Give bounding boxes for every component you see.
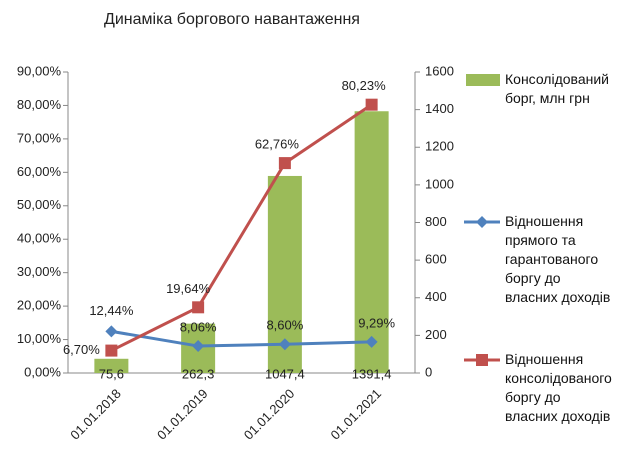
legend-swatch xyxy=(466,74,500,86)
marker xyxy=(278,338,291,351)
x-tick-label: 01.01.2018 xyxy=(67,386,124,443)
x-tick-label: 01.01.2020 xyxy=(241,386,298,443)
data-label: 80,23% xyxy=(342,78,387,93)
y-tick-label: 10,00% xyxy=(17,331,62,346)
legend-label: Консолідований борг, млн грн xyxy=(505,71,609,106)
y2-tick-label: 1600 xyxy=(425,63,454,78)
y-tick-label: 90,00% xyxy=(17,63,62,78)
y2-tick-label: 1200 xyxy=(425,139,454,154)
marker xyxy=(278,157,291,170)
data-label: 75,6 xyxy=(99,366,124,381)
y-tick-label: 70,00% xyxy=(17,130,62,145)
legend-label: Відношення консолідованого боргу до влас… xyxy=(505,351,612,424)
y-tick-label: 40,00% xyxy=(17,231,62,246)
legend-label: Відношення прямого та гарантованого борг… xyxy=(505,213,611,305)
data-label: 262,3 xyxy=(182,366,215,381)
y2-tick-label: 800 xyxy=(425,214,447,229)
y2-tick-label: 0 xyxy=(425,364,432,379)
y-tick-label: 30,00% xyxy=(17,264,62,279)
y2-tick-label: 600 xyxy=(425,252,447,267)
x-tick-label: 01.01.2021 xyxy=(328,386,385,443)
marker xyxy=(192,301,205,314)
y2-tick-label: 1400 xyxy=(425,101,454,116)
y2-tick-label: 200 xyxy=(425,327,447,342)
marker xyxy=(192,340,205,353)
chart-title: Динаміка боргового навантаження xyxy=(104,11,360,28)
marker xyxy=(365,335,378,348)
line xyxy=(111,329,372,348)
x-tick-label: 01.01.2019 xyxy=(154,386,211,443)
data-label: 8,60% xyxy=(266,318,303,333)
data-label: 8,06% xyxy=(180,319,217,334)
y2-tick-label: 1000 xyxy=(425,176,454,191)
data-label: 1391,4 xyxy=(352,366,392,381)
data-label: 9,29% xyxy=(358,315,395,330)
y-tick-label: 20,00% xyxy=(17,298,62,313)
data-label: 62,76% xyxy=(255,137,300,152)
y-tick-label: 60,00% xyxy=(17,164,62,179)
marker xyxy=(365,98,378,111)
y-tick-label: 0,00% xyxy=(24,364,61,379)
y-tick-label: 80,00% xyxy=(17,97,62,112)
data-label: 19,64% xyxy=(166,281,211,296)
line xyxy=(110,103,373,352)
marker xyxy=(105,325,118,338)
data-label: 1047,4 xyxy=(265,366,305,381)
legend-marker xyxy=(476,354,488,366)
bar xyxy=(94,358,129,373)
bar xyxy=(354,111,389,374)
marker xyxy=(105,344,118,357)
data-label: 12,44% xyxy=(89,303,134,318)
y-tick-label: 50,00% xyxy=(17,197,62,212)
y2-tick-label: 400 xyxy=(425,289,447,304)
data-label: 6,70% xyxy=(63,342,100,357)
legend-marker xyxy=(476,216,488,228)
